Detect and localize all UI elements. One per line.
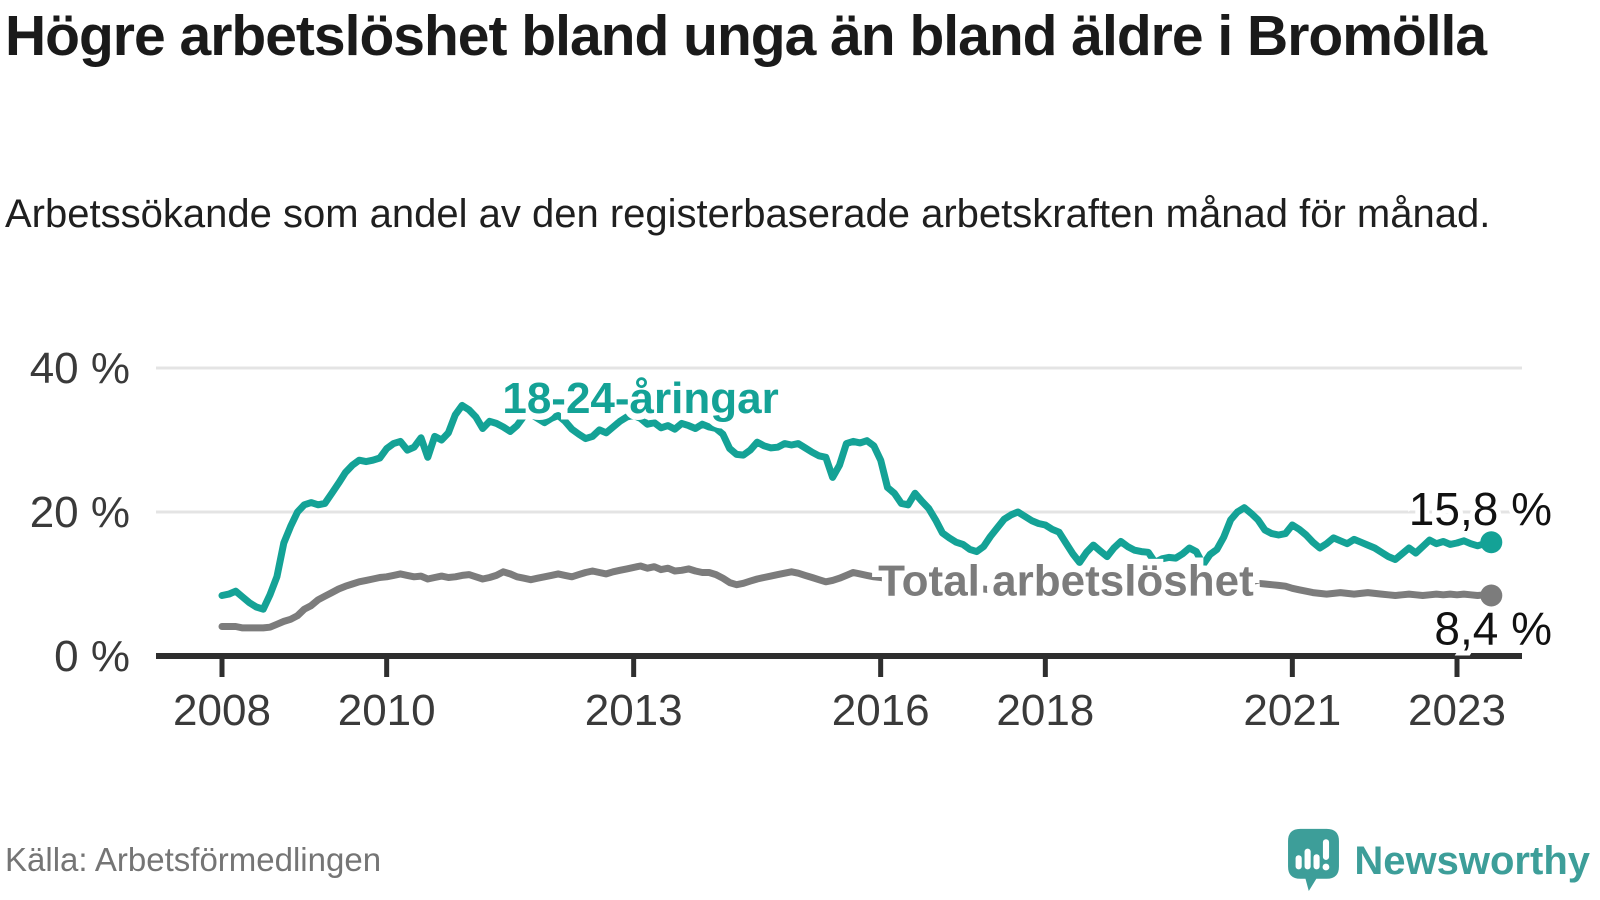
logo-exclamation-dot xyxy=(1322,863,1330,870)
logo-bar-3 xyxy=(1313,853,1321,869)
x-tick-label-2023: 2023 xyxy=(1408,686,1506,735)
newsworthy-chart-bubble-icon-svg xyxy=(1288,828,1340,891)
x-tick-label-2008: 2008 xyxy=(173,686,271,735)
x-tick-label-2010: 2010 xyxy=(338,686,436,735)
series-line-0 xyxy=(218,401,1495,613)
y-tick-label-40: 40 % xyxy=(30,344,130,393)
series-line-1 xyxy=(218,562,1495,632)
series-label-0: 18-24-åringar xyxy=(502,374,778,423)
x-tick-label-2021: 2021 xyxy=(1243,686,1341,735)
x-tick-label-2016: 2016 xyxy=(832,686,930,735)
x-tick-label-2018: 2018 xyxy=(996,686,1094,735)
logo-exclamation-stem xyxy=(1323,838,1330,860)
series-end-dot-1 xyxy=(1480,584,1503,607)
end-value-label-1: 8,4 % xyxy=(1434,603,1552,655)
end-value-label-0: 15,8 % xyxy=(1409,483,1552,535)
x-tick-label-2013: 2013 xyxy=(585,686,683,735)
brand-logo: Newsworthy xyxy=(1285,828,1590,894)
logo-bar-2 xyxy=(1304,848,1312,869)
chart-svg: 0 % 20 % 40 % 2008 2010 2013 2016 2018 2021 2023 1… xyxy=(30,344,1557,735)
source-note: Källa: Arbetsförmedlingen xyxy=(5,841,382,878)
newsworthy-chart-bubble-icon xyxy=(1285,826,1342,897)
series-label-1: Total arbetslöshet xyxy=(878,556,1254,605)
page-subtitle: Arbetssökande som andel av den registerb… xyxy=(5,192,1491,236)
y-tick-label-20: 20 % xyxy=(30,488,130,537)
page-title: Högre arbetslöshet bland unga än bland ä… xyxy=(5,4,1487,68)
brand-name: Newsworthy xyxy=(1354,838,1590,883)
series-end-dot-0 xyxy=(1480,531,1503,554)
y-tick-label-0: 0 % xyxy=(54,632,130,681)
logo-bar-1 xyxy=(1295,854,1303,869)
